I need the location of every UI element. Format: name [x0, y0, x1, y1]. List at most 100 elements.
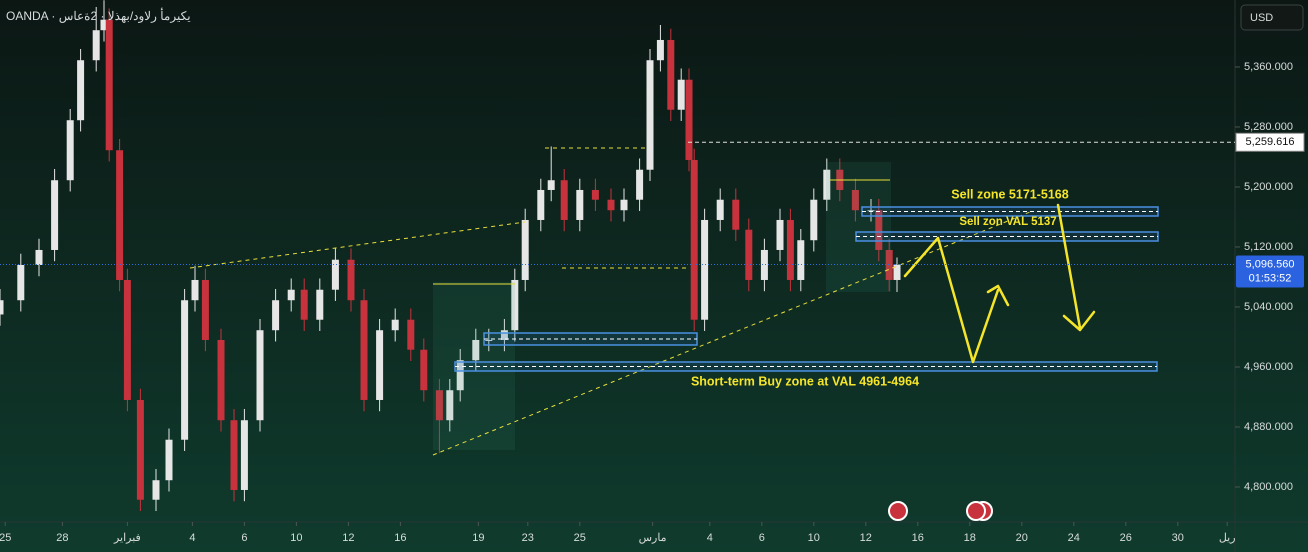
- price-markers: 5,259.616 5,096.560 01:53:52: [0, 132, 1305, 288]
- candle-body: [456, 360, 464, 391]
- candle-body: [230, 420, 238, 490]
- x-tick-label: 26: [1120, 532, 1132, 544]
- x-tick-label: فبراير: [113, 532, 141, 544]
- currency-label[interactable]: USD: [1250, 12, 1273, 24]
- candle-body: [272, 300, 280, 331]
- trend-line: [189, 221, 526, 269]
- candle-body: [732, 199, 740, 230]
- candle-body: [485, 339, 493, 341]
- candle-body: [0, 300, 4, 315]
- candle-body: [885, 249, 893, 280]
- candle-body: [786, 219, 794, 280]
- last-price-label: 5,096.560: [1246, 258, 1295, 270]
- candle-body: [240, 420, 248, 490]
- x-tick-label: 4: [189, 532, 195, 544]
- x-tick-label: 6: [759, 532, 765, 544]
- y-tick-label: 4,880.000: [1244, 421, 1293, 433]
- candle-body: [391, 319, 399, 331]
- candle-body: [701, 219, 709, 320]
- candle-body: [823, 169, 831, 200]
- x-tick-label: ريل: [1219, 532, 1236, 544]
- x-tick-label: 16: [912, 532, 924, 544]
- candle-body: [560, 180, 568, 220]
- y-tick-label: 5,360.000: [1244, 61, 1293, 73]
- candle-body: [420, 349, 428, 391]
- candle-body: [165, 439, 173, 481]
- x-tick-label: 25: [0, 532, 11, 544]
- candle-body: [152, 480, 160, 500]
- volume-profile-area: [433, 282, 515, 450]
- candle-body: [316, 289, 324, 320]
- candle-body: [776, 219, 784, 250]
- candle-body: [376, 330, 384, 400]
- volume-profile-area: [826, 162, 891, 292]
- candle-body: [100, 19, 108, 31]
- candle-body: [66, 120, 74, 181]
- y-tick-label: 5,280.000: [1244, 121, 1293, 133]
- candle-body: [667, 39, 675, 110]
- x-tick-label: مارس: [639, 532, 667, 544]
- candle-body: [331, 259, 339, 290]
- candle-body: [576, 189, 584, 220]
- candle-body: [181, 300, 189, 440]
- candle-body: [217, 339, 225, 421]
- y-tick-label: 4,800.000: [1244, 481, 1293, 493]
- candle-body: [685, 79, 693, 160]
- candle-body: [797, 240, 805, 280]
- candle-body: [760, 249, 768, 280]
- candle-body: [116, 150, 124, 280]
- candle-body: [867, 210, 875, 212]
- candle-body: [472, 339, 480, 361]
- event-icon[interactable]: [966, 501, 986, 521]
- x-tick-label: 6: [241, 532, 247, 544]
- x-tick-label: 10: [808, 532, 820, 544]
- candle-body: [537, 189, 545, 220]
- high-label: 5,259.616: [1246, 136, 1295, 148]
- candle-body: [92, 30, 100, 61]
- countdown: 01:53:52: [1249, 272, 1292, 284]
- high-label-box: [1235, 132, 1305, 152]
- candle-body: [347, 259, 355, 301]
- y-tick-label: 4,960.000: [1244, 361, 1293, 373]
- event-icon[interactable]: [888, 501, 908, 521]
- candle-body: [287, 289, 295, 301]
- arrow-head: [1062, 310, 1096, 332]
- x-tick-label: 19: [472, 532, 484, 544]
- candle-body: [407, 319, 415, 350]
- candle-body: [77, 60, 85, 121]
- symbol-title: OANDA · يكيرمأ رلاود/بهذلا · 2ةعاس: [6, 7, 191, 23]
- candle-body: [17, 264, 25, 301]
- x-tick-label: 28: [56, 532, 68, 544]
- x-tick-label: 12: [860, 532, 872, 544]
- path-arrow: [1056, 203, 1082, 330]
- candle-body: [136, 399, 144, 500]
- last-price-box: [1236, 255, 1304, 288]
- x-tick-label: 23: [522, 532, 534, 544]
- candle-body: [607, 199, 615, 211]
- candle-body: [591, 189, 599, 200]
- x-tick-label: 10: [290, 532, 302, 544]
- currency-button[interactable]: [1240, 4, 1304, 31]
- y-tick-label: 5,200.000: [1244, 181, 1293, 193]
- candle-body: [435, 390, 443, 421]
- x-tick-label: 30: [1172, 532, 1184, 544]
- y-tick-label: 5,120.000: [1244, 241, 1293, 253]
- candle-body: [123, 279, 131, 400]
- candles: [0, 0, 901, 511]
- annotation: Sell zone 5171-5168: [951, 187, 1068, 201]
- candle-body: [646, 60, 654, 170]
- candle-body: [201, 279, 209, 340]
- x-tick-label: 20: [1016, 532, 1028, 544]
- candle-body: [446, 390, 454, 421]
- candle-body: [620, 199, 628, 211]
- drawings: [189, 147, 1159, 521]
- candle-body: [745, 229, 753, 280]
- candle-body: [716, 199, 724, 220]
- candle-body: [300, 289, 308, 320]
- x-tick-label: 16: [394, 532, 406, 544]
- candle-body: [810, 199, 818, 241]
- candle-body: [256, 330, 264, 421]
- x-tick-label: 25: [574, 532, 586, 544]
